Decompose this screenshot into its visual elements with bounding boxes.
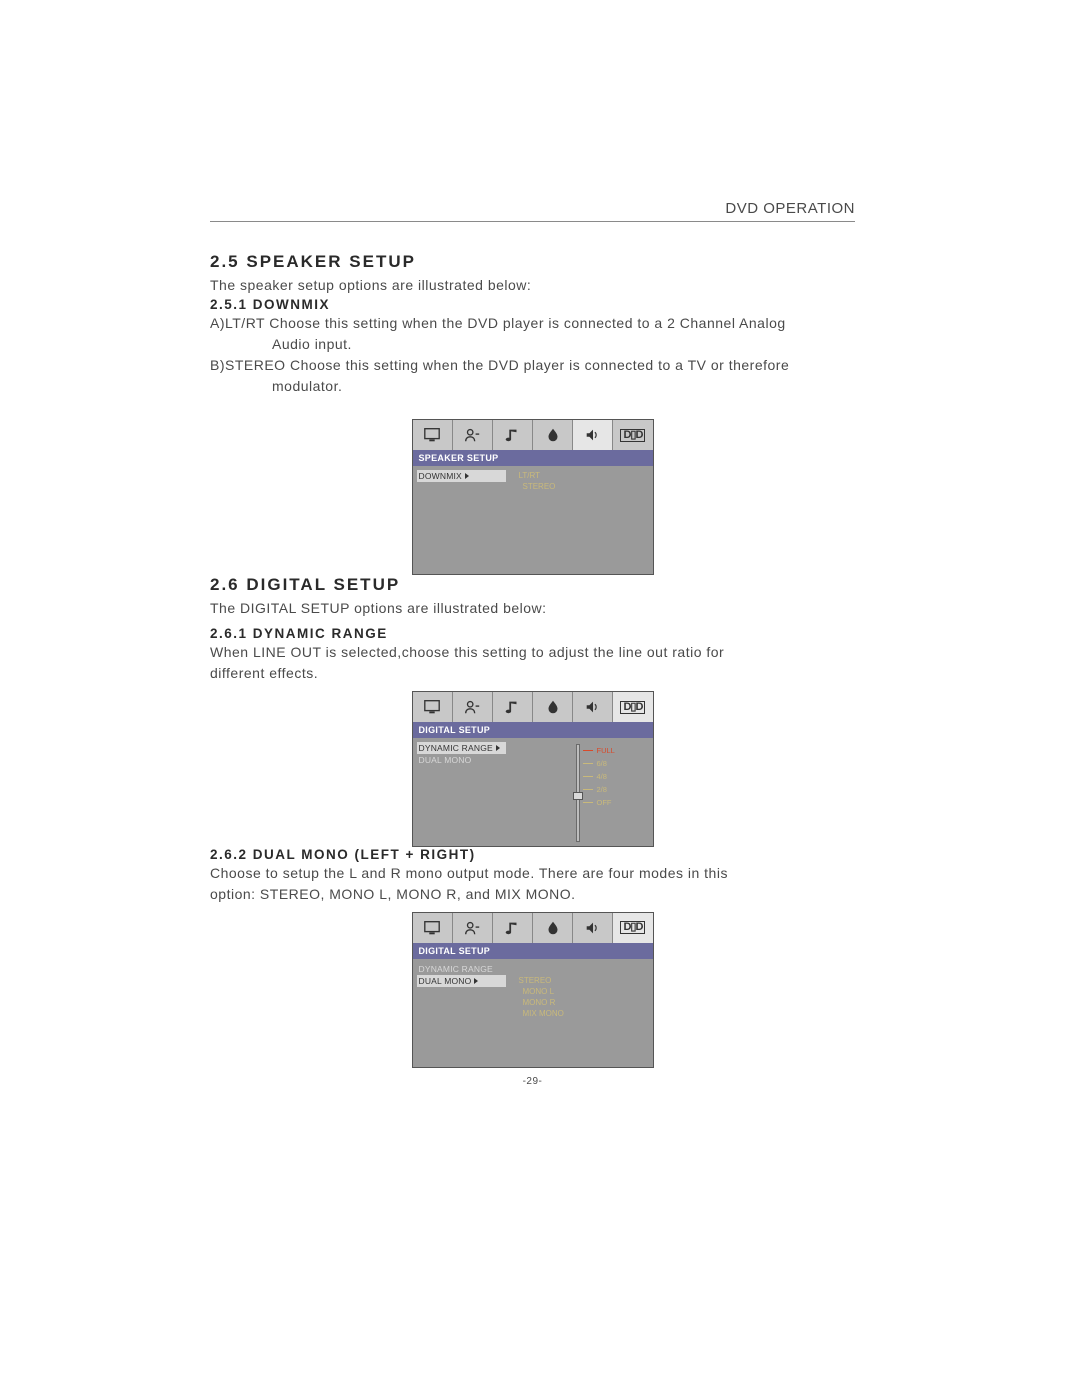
option-label: STEREO bbox=[523, 482, 556, 491]
menu-item-dual-mono: DUAL MONO bbox=[417, 975, 506, 987]
menu-item-downmix: DOWNMIX bbox=[417, 470, 506, 482]
option-label: MONO R bbox=[523, 998, 556, 1007]
p262a: Choose to setup the L and R mono output … bbox=[210, 864, 855, 883]
slider-label-6-8: 6/8 bbox=[583, 757, 643, 770]
osd-iconbar: D▯D bbox=[413, 692, 653, 722]
droplet-icon bbox=[533, 692, 573, 722]
line-b: B)STEREO Choose this setting when the DV… bbox=[210, 356, 855, 375]
osd-title: SPEAKER SETUP bbox=[413, 450, 653, 466]
osd-title: DIGITAL SETUP bbox=[413, 943, 653, 959]
osd-right-column: LT/RT STEREO bbox=[510, 468, 653, 574]
speaker-icon bbox=[573, 692, 613, 722]
slider-label-4-8: 4/8 bbox=[583, 770, 643, 783]
osd-left-column: DOWNMIX bbox=[413, 468, 510, 574]
slider-label: 4/8 bbox=[597, 772, 607, 781]
slider-label-off: OFF bbox=[583, 796, 643, 809]
person-settings-icon bbox=[453, 913, 493, 943]
monitor-icon bbox=[413, 913, 453, 943]
droplet-icon bbox=[533, 420, 573, 450]
osd-dynamic-range: D▯D DIGITAL SETUP DYNAMIC RANGE DUAL MON… bbox=[412, 691, 654, 847]
option-mono-l: MONO L bbox=[514, 986, 649, 997]
option-label: MONO L bbox=[523, 987, 555, 996]
menu-label: DUAL MONO bbox=[419, 755, 472, 765]
menu-item-dynamic-range: DYNAMIC RANGE bbox=[417, 742, 506, 754]
page-number: -29- bbox=[210, 1076, 855, 1087]
menu-label: DYNAMIC RANGE bbox=[419, 964, 493, 974]
osd-left-column: DYNAMIC RANGE DUAL MONO bbox=[413, 740, 510, 846]
osd-right-column: STEREO MONO L MONO R MIX MONO bbox=[510, 961, 653, 1067]
monitor-icon bbox=[413, 420, 453, 450]
slider-thumb bbox=[573, 792, 583, 800]
menu-item-dual-mono: DUAL MONO bbox=[417, 754, 506, 766]
option-label: LT/RT bbox=[519, 471, 540, 480]
manual-page: DVD OPERATION 2.5 SPEAKER SETUP The spea… bbox=[210, 200, 855, 1087]
menu-item-dynamic-range: DYNAMIC RANGE bbox=[417, 963, 506, 975]
section-2-6-heading: 2.6 DIGITAL SETUP bbox=[210, 575, 855, 595]
music-note-icon bbox=[493, 420, 533, 450]
section-2-6-2-heading: 2.6.2 DUAL MONO (LEFT + RIGHT) bbox=[210, 847, 855, 862]
section-2-5-heading: 2.5 SPEAKER SETUP bbox=[210, 252, 855, 272]
music-note-icon bbox=[493, 913, 533, 943]
p261a: When LINE OUT is selected,choose this se… bbox=[210, 643, 855, 662]
p261b: different effects. bbox=[210, 664, 855, 683]
slider-label-full: FULL bbox=[583, 744, 643, 757]
slider-label: 2/8 bbox=[597, 785, 607, 794]
p262b: option: STEREO, MONO L, MONO R, and MIX … bbox=[210, 885, 855, 904]
speaker-icon bbox=[573, 420, 613, 450]
option-stereo: STEREO bbox=[514, 975, 649, 986]
dolby-icon: D▯D bbox=[613, 692, 652, 722]
slider-label: FULL bbox=[597, 746, 615, 755]
slider-label-2-8: 2/8 bbox=[583, 783, 643, 796]
slider-label: OFF bbox=[597, 798, 612, 807]
person-settings-icon bbox=[453, 420, 493, 450]
menu-label: DUAL MONO bbox=[419, 976, 472, 986]
dolby-icon: D▯D bbox=[613, 420, 652, 450]
osd-right-column: FULL 6/8 4/8 2/8 OFF bbox=[510, 740, 653, 846]
music-note-icon bbox=[493, 692, 533, 722]
menu-label: DYNAMIC RANGE bbox=[419, 743, 493, 753]
monitor-icon bbox=[413, 692, 453, 722]
slider-label: 6/8 bbox=[597, 759, 607, 768]
osd-iconbar: D▯D bbox=[413, 913, 653, 943]
option-label: MIX MONO bbox=[523, 1009, 564, 1018]
line-b-cont: modulator. bbox=[210, 377, 855, 396]
option-mono-r: MONO R bbox=[514, 997, 649, 1008]
option-mix-mono: MIX MONO bbox=[514, 1008, 649, 1019]
page-header-title: DVD OPERATION bbox=[210, 200, 855, 217]
section-2-6-1-heading: 2.6.1 DYNAMIC RANGE bbox=[210, 626, 855, 641]
osd-left-column: DYNAMIC RANGE DUAL MONO bbox=[413, 961, 510, 1067]
person-settings-icon bbox=[453, 692, 493, 722]
section-2-6-intro: The DIGITAL SETUP options are illustrate… bbox=[210, 599, 855, 618]
osd-title: DIGITAL SETUP bbox=[413, 722, 653, 738]
osd-dual-mono: D▯D DIGITAL SETUP DYNAMIC RANGE DUAL MON… bbox=[412, 912, 654, 1068]
option-stereo: STEREO bbox=[514, 481, 649, 492]
osd-speaker-setup: D▯D SPEAKER SETUP DOWNMIX LT/RT STEREO bbox=[412, 419, 654, 575]
dynamic-range-slider: FULL 6/8 4/8 2/8 OFF bbox=[583, 742, 643, 844]
header-divider bbox=[210, 221, 855, 222]
section-2-5-1-heading: 2.5.1 DOWNMIX bbox=[210, 297, 855, 312]
option-ltrt: LT/RT bbox=[514, 470, 649, 481]
menu-label: DOWNMIX bbox=[419, 471, 462, 481]
osd-iconbar: D▯D bbox=[413, 420, 653, 450]
line-a-cont: Audio input. bbox=[210, 335, 855, 354]
section-2-5-intro: The speaker setup options are illustrate… bbox=[210, 276, 855, 295]
droplet-icon bbox=[533, 913, 573, 943]
line-a: A)LT/RT Choose this setting when the DVD… bbox=[210, 314, 855, 333]
option-label: STEREO bbox=[519, 976, 552, 985]
dolby-icon: D▯D bbox=[613, 913, 652, 943]
speaker-icon bbox=[573, 913, 613, 943]
